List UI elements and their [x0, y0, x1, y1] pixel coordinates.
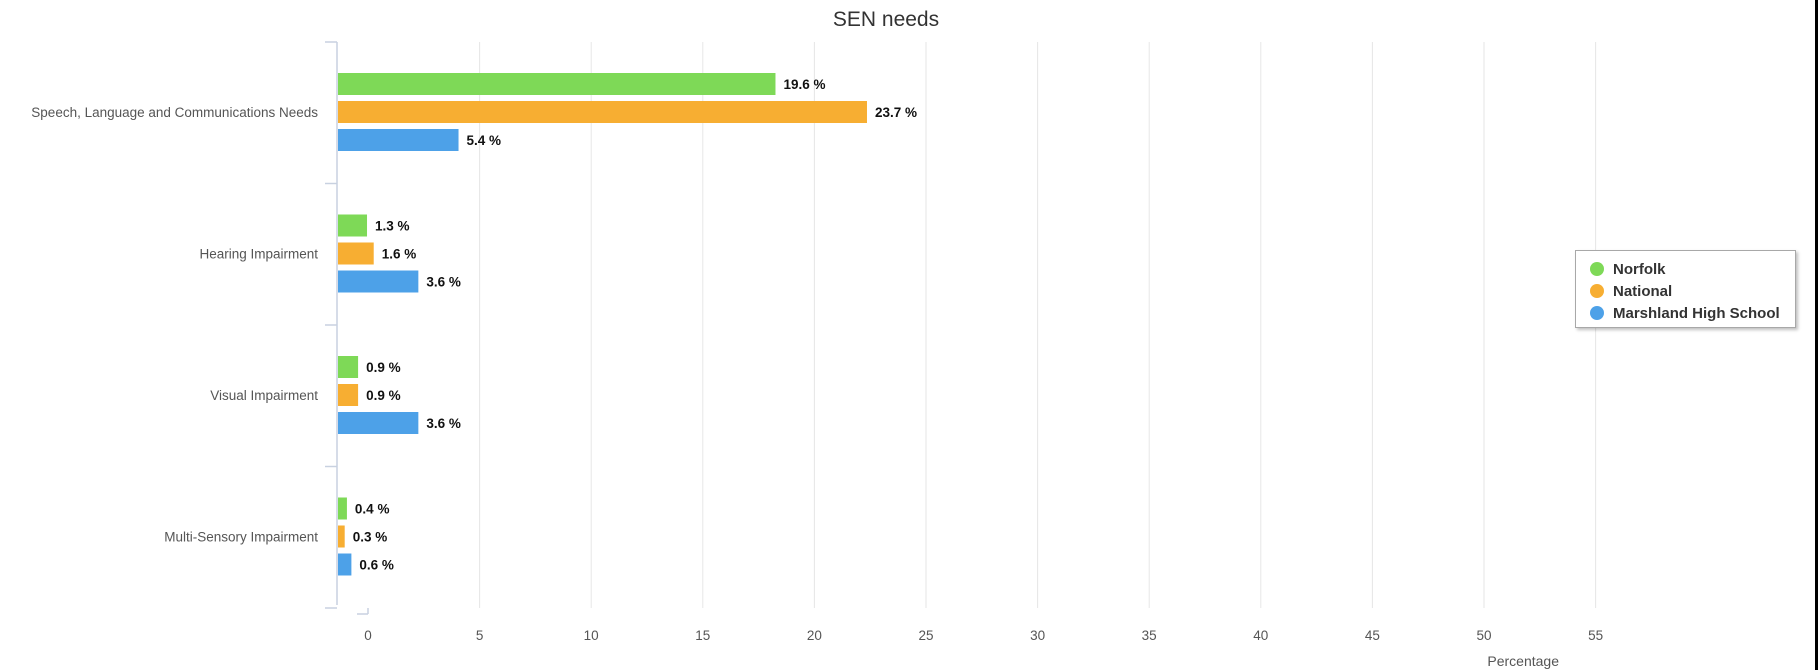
bar — [338, 356, 359, 378]
legend-item-marshland[interactable]: Marshland High School — [1590, 302, 1785, 324]
legend-item-national[interactable]: National — [1590, 280, 1785, 302]
legend-label-norfolk: Norfolk — [1613, 260, 1666, 278]
data-label: 0.9 % — [366, 360, 401, 375]
data-label: 23.7 % — [875, 105, 917, 120]
data-label: 5.4 % — [467, 133, 502, 148]
x-tick-label: 5 — [476, 628, 484, 643]
x-tick-label: 35 — [1142, 628, 1157, 643]
data-label: 0.6 % — [359, 558, 394, 573]
data-label: 1.6 % — [382, 247, 417, 262]
bar — [338, 101, 867, 123]
x-tick-label: 10 — [584, 628, 599, 643]
bar — [338, 270, 419, 293]
bar — [338, 384, 359, 406]
legend-item-norfolk[interactable]: Norfolk — [1590, 258, 1785, 280]
x-tick-label: 55 — [1588, 628, 1603, 643]
x-tick-label: 30 — [1030, 628, 1045, 643]
bar — [338, 129, 459, 151]
x-tick-label: 15 — [695, 628, 710, 643]
category-label: Multi-Sensory Impairment — [164, 530, 318, 545]
legend-label-national: National — [1613, 282, 1673, 300]
x-tick-label: 25 — [918, 628, 933, 643]
data-label: 0.4 % — [355, 502, 390, 517]
window-edge — [1815, 0, 1818, 670]
data-label: 19.6 % — [783, 77, 825, 92]
bar — [338, 525, 345, 548]
x-tick-label: 50 — [1476, 628, 1491, 643]
x-tick-label: 45 — [1365, 628, 1380, 643]
data-label: 3.6 % — [426, 275, 461, 290]
legend-national-dot-icon — [1590, 284, 1604, 298]
data-label: 0.9 % — [366, 388, 401, 403]
data-label: 1.3 % — [375, 219, 410, 234]
category-label: Visual Impairment — [210, 388, 318, 403]
bar — [338, 553, 352, 576]
legend-marshland-dot-icon — [1590, 306, 1604, 320]
bar — [338, 73, 776, 95]
data-label: 0.3 % — [353, 530, 388, 545]
x-tick-label: 0 — [364, 628, 372, 643]
bar — [338, 242, 374, 265]
chart-legend: Norfolk National Marshland High School — [1575, 250, 1796, 328]
x-tick-label: 20 — [807, 628, 822, 643]
category-label: Hearing Impairment — [199, 247, 318, 262]
category-label: Speech, Language and Communications Need… — [31, 105, 318, 120]
x-tick-label: 40 — [1253, 628, 1268, 643]
bar — [338, 412, 419, 434]
data-label: 3.6 % — [426, 416, 461, 431]
x-axis-label: Percentage — [1487, 653, 1559, 669]
legend-norfolk-dot-icon — [1590, 262, 1604, 276]
bar — [338, 214, 368, 237]
bar — [338, 497, 347, 520]
legend-label-marshland: Marshland High School — [1613, 304, 1780, 322]
chart-title: SEN needs — [833, 8, 939, 31]
